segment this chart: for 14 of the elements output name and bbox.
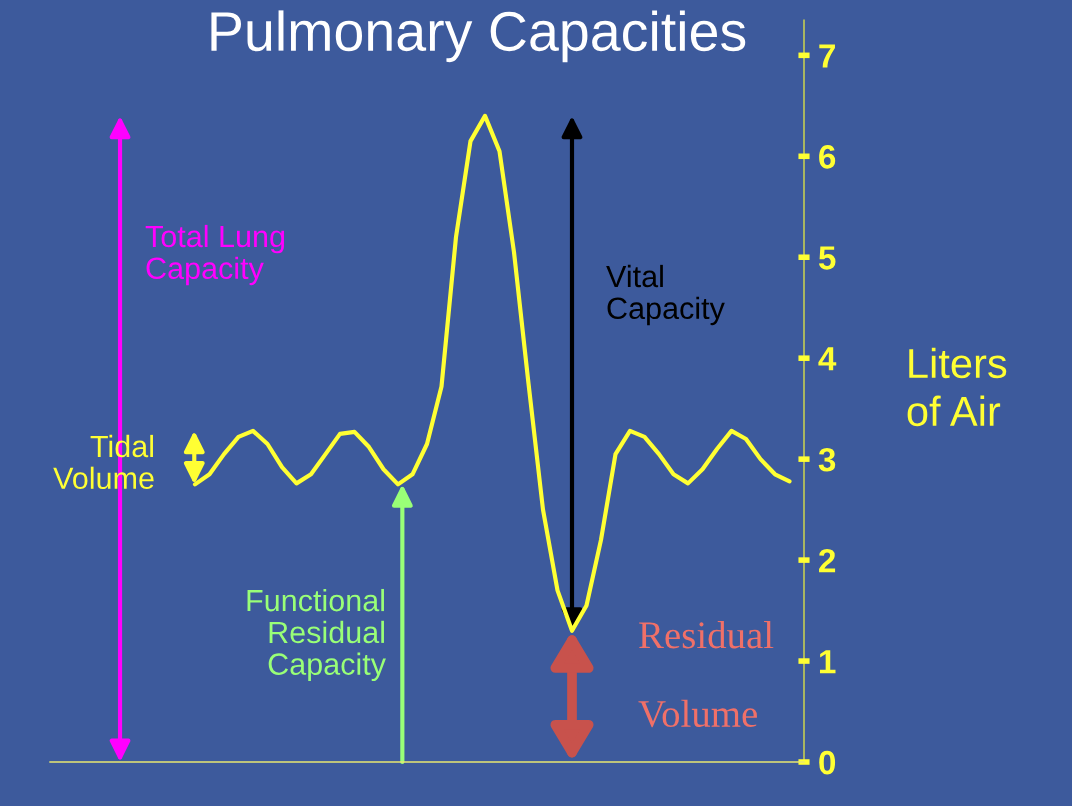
y-tick-label: 5 <box>818 246 836 270</box>
y-tick-label: 3 <box>818 447 836 472</box>
y-axis-title: Liters of Air <box>907 347 1007 427</box>
y-tick-label: 1 <box>819 650 836 674</box>
annotation: Vital Capacity <box>606 264 725 326</box>
y-tick-label: 6 <box>819 145 836 169</box>
chart-title: Pulmonary Capacities <box>211 10 746 63</box>
y-tick-label: 0 <box>819 750 836 775</box>
y-tick-label: 4 <box>818 347 837 371</box>
y-tick-label: 2 <box>819 548 836 573</box>
text: Residual Volume <box>638 621 774 728</box>
annotation: Total Lung Capacity <box>145 224 285 286</box>
annotation: Functional Residual Capacity <box>247 588 386 682</box>
y-tick-label: 7 <box>819 44 835 68</box>
